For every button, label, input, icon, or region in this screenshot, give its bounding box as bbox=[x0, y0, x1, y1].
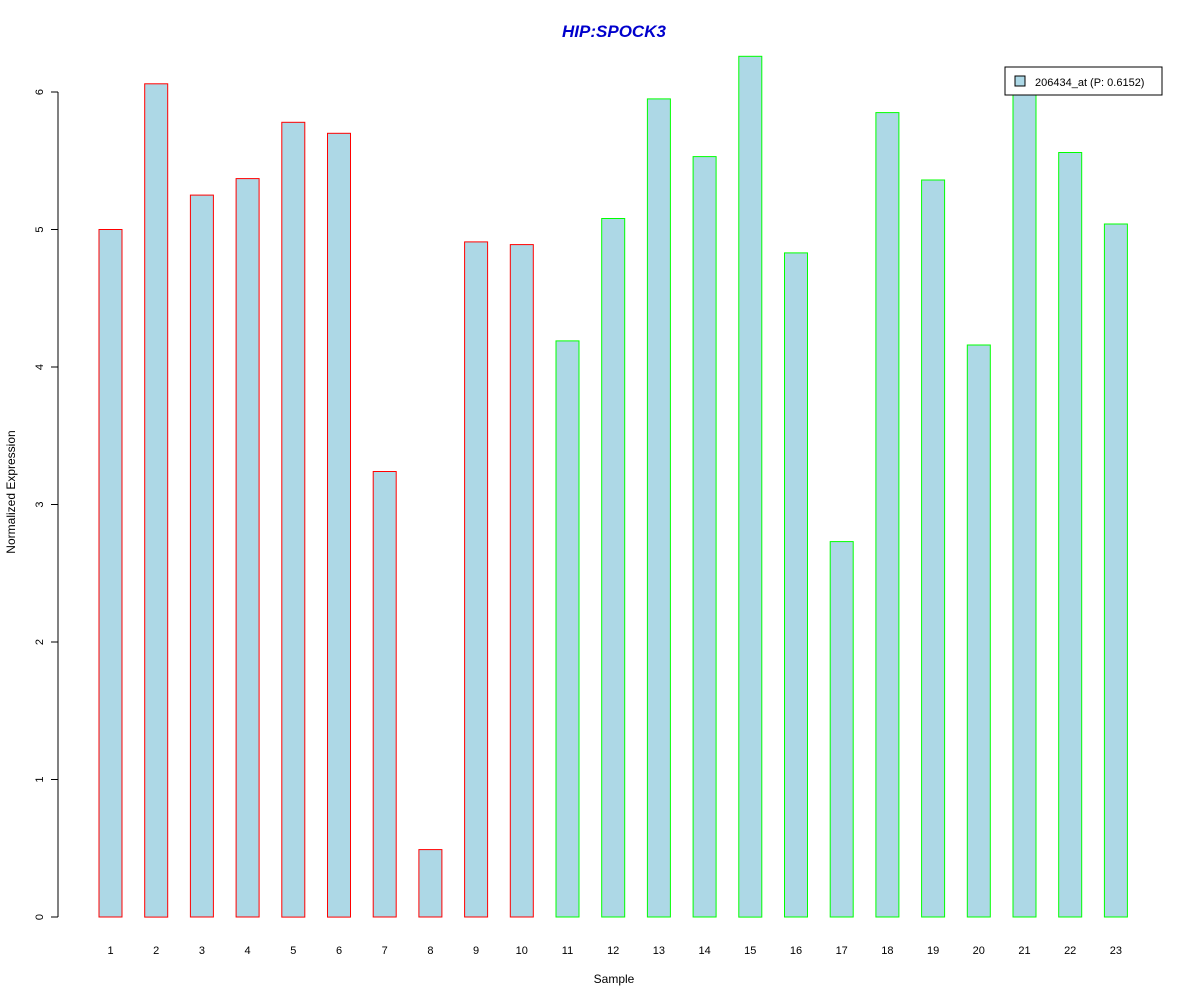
x-tick-label: 10 bbox=[516, 945, 528, 957]
y-axis-title: Normalized Expression bbox=[4, 430, 18, 553]
x-tick-label: 12 bbox=[607, 945, 619, 957]
bar-sample-18 bbox=[875, 112, 900, 918]
x-tick-label: 23 bbox=[1110, 945, 1122, 957]
legend-label: 206434_at (P: 0.6152) bbox=[1035, 77, 1144, 89]
y-tick-label: 6 bbox=[34, 89, 46, 95]
bar-sample-3 bbox=[189, 194, 214, 918]
x-axis-title: Sample bbox=[594, 972, 635, 986]
bar-sample-19 bbox=[921, 179, 946, 918]
x-tick-label: 16 bbox=[790, 945, 802, 957]
y-tick-label: 4 bbox=[34, 364, 46, 370]
bar-sample-21 bbox=[1012, 91, 1037, 918]
x-tick-label: 1 bbox=[107, 945, 113, 957]
x-tick-label: 5 bbox=[290, 945, 296, 957]
bars-group bbox=[98, 55, 1128, 918]
legend-box bbox=[1004, 66, 1163, 96]
y-axis: 0 1 2 3 4 5 6 bbox=[34, 89, 59, 920]
x-tick-label: 17 bbox=[836, 945, 848, 957]
x-tick-label: 18 bbox=[881, 945, 893, 957]
bar-sample-15 bbox=[738, 55, 763, 918]
x-tick-label: 22 bbox=[1064, 945, 1076, 957]
bar-sample-22 bbox=[1058, 152, 1083, 918]
legend-swatch bbox=[1014, 75, 1026, 87]
bar-sample-1 bbox=[98, 229, 123, 918]
bar-sample-5 bbox=[281, 121, 306, 918]
x-tick-label: 4 bbox=[245, 945, 251, 957]
x-tick-label: 2 bbox=[153, 945, 159, 957]
x-tick-labels: 1 2 3 4 5 6 7 8 9 10 11 12 13 14 15 16 17 18 19 20 21 22 23 bbox=[107, 945, 1122, 957]
x-tick-label: 21 bbox=[1018, 945, 1030, 957]
bar-sample-6 bbox=[327, 132, 351, 918]
bar-sample-17 bbox=[829, 541, 854, 918]
bar-sample-2 bbox=[144, 83, 169, 918]
bar-sample-4 bbox=[235, 178, 260, 918]
bar-sample-23 bbox=[1103, 223, 1128, 918]
bar-sample-8 bbox=[418, 849, 443, 918]
chart-title: HIP:SPOCK3 bbox=[562, 22, 666, 41]
bar-sample-10 bbox=[509, 244, 534, 918]
bar-sample-11 bbox=[555, 340, 580, 918]
y-tick-label: 2 bbox=[34, 639, 46, 645]
legend: 206434_at (P: 0.6152) bbox=[1004, 66, 1163, 96]
bar-sample-13 bbox=[646, 98, 671, 918]
x-tick-label: 9 bbox=[473, 945, 479, 957]
x-tick-label: 14 bbox=[698, 945, 710, 957]
bar-sample-14 bbox=[692, 156, 717, 918]
y-tick-label: 0 bbox=[34, 914, 46, 920]
x-tick-label: 7 bbox=[382, 945, 388, 957]
x-tick-label: 19 bbox=[927, 945, 939, 957]
x-tick-label: 8 bbox=[427, 945, 433, 957]
x-tick-label: 20 bbox=[973, 945, 985, 957]
bar-sample-16 bbox=[784, 252, 808, 918]
x-tick-label: 3 bbox=[199, 945, 205, 957]
x-tick-label: 15 bbox=[744, 945, 756, 957]
bar-sample-7 bbox=[372, 471, 397, 918]
y-tick-label: 5 bbox=[34, 226, 46, 232]
bar-sample-12 bbox=[601, 218, 626, 918]
x-tick-label: 11 bbox=[562, 945, 573, 957]
bar-sample-20 bbox=[966, 344, 991, 918]
x-tick-label: 6 bbox=[336, 945, 342, 957]
y-tick-label: 3 bbox=[34, 501, 46, 507]
y-tick-label: 1 bbox=[34, 776, 46, 782]
bar-sample-9 bbox=[464, 241, 489, 918]
x-tick-label: 13 bbox=[653, 945, 665, 957]
